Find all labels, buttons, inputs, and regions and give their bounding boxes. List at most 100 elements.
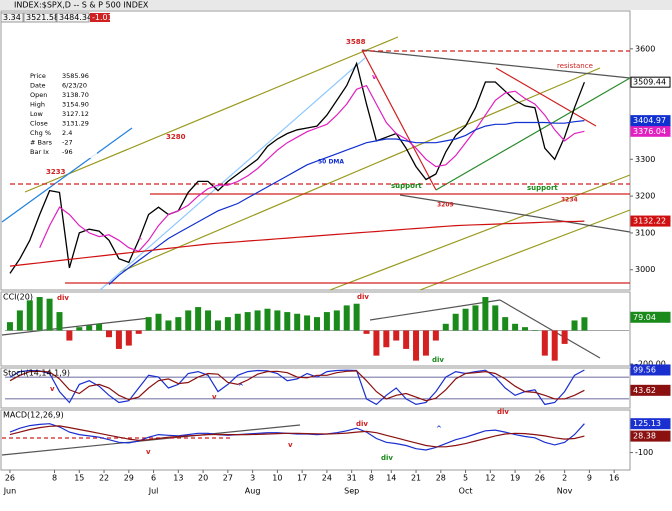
bar bbox=[314, 317, 320, 331]
annotation: div bbox=[356, 420, 368, 428]
last-value-label: 3404.97 bbox=[633, 116, 666, 125]
trendline bbox=[499, 299, 601, 359]
value-box bbox=[630, 311, 671, 323]
annotation: 3234 bbox=[561, 197, 578, 204]
x-tick-label: 29 bbox=[124, 474, 134, 483]
bar bbox=[492, 305, 499, 331]
annotation: 3588 bbox=[346, 38, 366, 46]
x-tick-label: 13 bbox=[173, 474, 183, 483]
value-box bbox=[630, 125, 671, 137]
bar bbox=[284, 312, 291, 331]
bar bbox=[571, 320, 578, 331]
last-value-label: 3509.44 bbox=[633, 78, 666, 87]
series-line bbox=[9, 370, 585, 402]
stat-box bbox=[90, 13, 110, 22]
bar bbox=[26, 300, 33, 331]
annotation: div bbox=[57, 294, 69, 302]
info-value: 3131.29 bbox=[62, 120, 89, 128]
bar bbox=[482, 297, 489, 331]
annotation: support bbox=[527, 184, 558, 192]
trendline bbox=[495, 67, 597, 127]
bar bbox=[363, 330, 370, 334]
x-tick-label: 15 bbox=[74, 474, 84, 483]
price-panel bbox=[0, 10, 631, 291]
bar bbox=[333, 310, 340, 331]
annotation: div bbox=[357, 293, 369, 301]
header-bar bbox=[0, 0, 672, 10]
x-tick-label: 28 bbox=[436, 474, 446, 483]
info-value: -96 bbox=[62, 148, 73, 156]
bar bbox=[403, 330, 410, 349]
bar bbox=[36, 297, 43, 331]
trendline bbox=[399, 194, 631, 233]
plot-area: 3000 3100 3200 3300 3600 3509.44 3376.04 3404.9… bbox=[3, 44, 671, 496]
header-title: INDEX:$SPX,D -- S & P 500 INDEX bbox=[14, 1, 149, 10]
info-value: 6/23/20 bbox=[62, 82, 87, 90]
bar bbox=[66, 330, 73, 341]
x-tick-label: 3 bbox=[250, 474, 255, 483]
header-stat: 3484.34 bbox=[59, 13, 92, 22]
last-value-label: 99.56 bbox=[633, 365, 656, 374]
bar bbox=[502, 317, 509, 331]
bar bbox=[413, 330, 420, 361]
bar bbox=[205, 310, 212, 331]
annotation: v bbox=[50, 385, 55, 393]
panel-title: Stoch(14,14,1,9) bbox=[3, 369, 70, 378]
bar bbox=[86, 325, 93, 331]
panel-title: MACD(12,26,9) bbox=[3, 411, 64, 420]
bar bbox=[6, 322, 13, 331]
stat-box bbox=[23, 12, 57, 23]
x-tick-label: 26 bbox=[5, 474, 15, 483]
x-month-label: Aug bbox=[245, 487, 261, 496]
panel-title: CCI(20) bbox=[3, 293, 33, 302]
value-box bbox=[630, 115, 671, 127]
x-tick-label: 2 bbox=[562, 474, 567, 483]
bar bbox=[145, 317, 152, 331]
x-month-label: Nov bbox=[557, 487, 573, 496]
trendline bbox=[1, 127, 133, 223]
header-stat: 3.34 bbox=[3, 13, 21, 22]
bar bbox=[224, 317, 231, 331]
annotation: v bbox=[372, 73, 377, 81]
info-label: Price bbox=[30, 72, 46, 80]
x-tick-label: 21 bbox=[411, 474, 421, 483]
bar bbox=[452, 313, 459, 331]
bar bbox=[195, 307, 202, 331]
value-box bbox=[630, 215, 671, 227]
bar bbox=[165, 320, 172, 331]
annotation: 3280 bbox=[166, 133, 186, 141]
bar bbox=[531, 330, 538, 332]
last-value-label: 79.04 bbox=[633, 313, 656, 322]
info-label: Date bbox=[30, 82, 46, 90]
bar bbox=[393, 330, 400, 341]
bar bbox=[56, 312, 63, 331]
bar bbox=[16, 310, 23, 331]
last-value-label: 3132.22 bbox=[633, 217, 666, 226]
trendline bbox=[369, 299, 501, 321]
y-tick-label: -100 bbox=[635, 448, 653, 457]
bar bbox=[304, 315, 311, 331]
bar bbox=[551, 330, 558, 361]
bar bbox=[462, 308, 469, 331]
annotation: 50 DMA bbox=[318, 159, 344, 166]
x-tick-label: 26 bbox=[535, 474, 545, 483]
bar bbox=[383, 330, 390, 348]
info-label: # Bars bbox=[30, 139, 53, 147]
x-tick-label: 6 bbox=[151, 474, 156, 483]
series-line bbox=[9, 423, 585, 451]
annotation: div bbox=[381, 454, 393, 462]
annotation: 3209 bbox=[437, 202, 454, 209]
bar bbox=[46, 298, 53, 331]
bar bbox=[264, 308, 271, 331]
trendline bbox=[435, 77, 631, 191]
trendline bbox=[119, 67, 601, 273]
series-line bbox=[9, 61, 586, 274]
info-frame bbox=[27, 70, 97, 158]
x-tick-label: 12 bbox=[485, 474, 495, 483]
bar bbox=[254, 310, 261, 331]
y-tick-label: 3100 bbox=[635, 228, 655, 237]
annotation: v bbox=[146, 448, 151, 456]
series-line bbox=[108, 120, 585, 285]
header-stat: 3521.58 bbox=[26, 13, 59, 22]
info-value: 3154.90 bbox=[62, 101, 89, 109]
